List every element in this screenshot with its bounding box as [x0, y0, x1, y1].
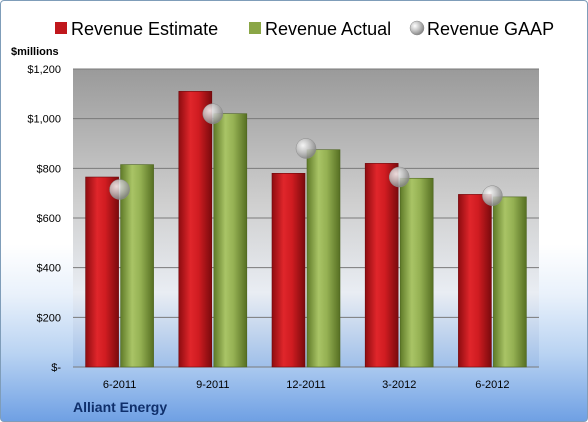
actual-bar: [120, 164, 154, 368]
gaap-markers: [109, 103, 503, 206]
y-tick-label: $-: [51, 362, 61, 374]
y-tick-label: $600: [37, 213, 61, 225]
y-tick-label: $800: [37, 163, 61, 175]
y-axis: $- $200 $400 $600 $800 $1,000 $1,200: [27, 64, 61, 374]
legend: Revenue Estimate Revenue Actual Revenue GA…: [55, 19, 554, 39]
actual-bar: [306, 149, 341, 368]
estimate-bar: [458, 194, 492, 368]
x-tick-label: 6-2012: [475, 379, 509, 391]
bars: [85, 91, 527, 368]
legend-swatch-estimate: [55, 22, 67, 34]
y-tick-label: $1,200: [27, 64, 61, 76]
estimate-bar: [178, 91, 213, 368]
legend-label: Revenue Actual: [265, 19, 391, 39]
gaap-marker: [202, 103, 224, 124]
x-tick-label: 3-2012: [382, 379, 416, 391]
actual-bar: [213, 113, 248, 368]
actual-bar: [399, 177, 434, 368]
y-tick-label: $1,000: [27, 114, 61, 126]
y-axis-unit-label: $millions: [11, 46, 59, 58]
x-tick-label: 9-2011: [196, 379, 229, 391]
gaap-marker: [295, 138, 317, 159]
company-name: Alliant Energy: [73, 399, 167, 415]
gaap-marker: [388, 166, 410, 188]
legend-swatch-gaap: [409, 20, 425, 36]
x-tick-label: 12-2011: [286, 379, 326, 391]
gaap-marker: [109, 179, 130, 200]
y-tick-label: $200: [37, 312, 61, 324]
legend-label: Revenue Estimate: [71, 19, 218, 39]
gaap-marker: [482, 185, 503, 206]
legend-swatch-actual: [249, 22, 261, 34]
legend-label: Revenue GAAP: [427, 19, 554, 39]
x-axis: 6-2011 9-2011 12-2011 3-2012 6-2012: [103, 379, 510, 391]
estimate-bar: [85, 176, 119, 368]
x-tick-label: 6-2011: [103, 379, 136, 391]
y-tick-label: $400: [37, 263, 61, 275]
estimate-bar: [271, 173, 306, 368]
actual-bar: [493, 196, 527, 368]
estimate-bar: [364, 163, 399, 368]
